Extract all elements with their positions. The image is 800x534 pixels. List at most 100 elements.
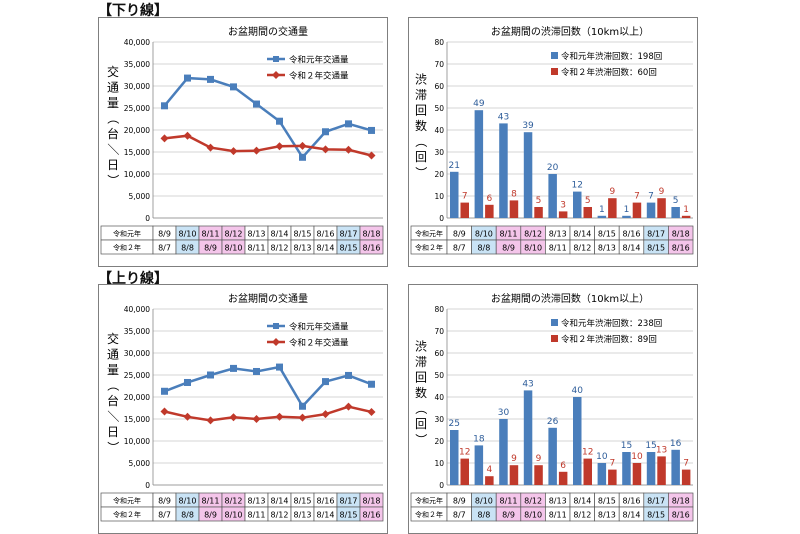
legend-swatch-2 xyxy=(551,68,558,75)
data-label-series-2: 9 xyxy=(659,187,665,197)
legend-label-2: 令和２年交通量 xyxy=(289,71,349,82)
table-date-2020: 8/13 xyxy=(294,244,312,253)
y-axis-label-char: 量 xyxy=(107,96,119,110)
bar-series-2 xyxy=(534,465,543,485)
bar-series-1 xyxy=(450,171,459,218)
section-title-down: 【下り線】 xyxy=(98,3,168,19)
data-point-1 xyxy=(184,378,191,386)
table-date-2020: 8/16 xyxy=(672,244,690,253)
y-tick-label: 25,000 xyxy=(124,104,150,113)
data-point-1 xyxy=(299,402,306,410)
table-date-2020: 8/12 xyxy=(271,244,289,253)
table-date-2020: 8/10 xyxy=(524,511,542,520)
y-axis-label-char: 回 xyxy=(415,371,427,385)
data-label-series-2: 7 xyxy=(609,459,615,469)
y-tick-label: 0 xyxy=(145,214,150,223)
data-label-series-1: 26 xyxy=(547,417,559,427)
data-point-2 xyxy=(183,412,192,421)
y-axis-label-char: ） xyxy=(106,174,120,186)
data-label-series-1: 49 xyxy=(473,99,485,109)
data-label-series-1: 39 xyxy=(522,121,534,131)
table-cell xyxy=(668,506,694,522)
table-date-2019: 8/13 xyxy=(248,230,266,239)
legend-marker-1 xyxy=(273,323,279,329)
bar-series-2 xyxy=(509,200,519,218)
table-date-2020: 8/7 xyxy=(453,244,466,253)
data-point-2 xyxy=(321,410,330,419)
bar-series-1 xyxy=(671,449,680,485)
y-tick-label: 30 xyxy=(434,148,444,157)
data-point-2 xyxy=(344,145,353,154)
data-label-series-2: 5 xyxy=(536,196,542,206)
y-axis-label-char: 滞 xyxy=(415,355,427,369)
table-date-2019: 8/9 xyxy=(453,230,466,239)
data-label-series-1: 18 xyxy=(473,434,485,444)
table-date-2020: 8/14 xyxy=(623,244,641,253)
table-date-2019: 8/18 xyxy=(672,497,690,506)
bar-series-2 xyxy=(558,211,568,218)
bar-series-2 xyxy=(632,202,642,218)
y-tick-label: 10 xyxy=(434,459,444,468)
y-axis-label-char: 日 xyxy=(107,158,119,172)
y-axis-label-char: ） xyxy=(414,166,428,178)
bar-series-2 xyxy=(632,463,642,485)
y-axis-label: 渋滞回数（回） xyxy=(414,340,428,446)
data-point-1 xyxy=(345,120,352,128)
y-axis-label-char: 量 xyxy=(107,363,119,377)
y-tick-label: 40,000 xyxy=(124,305,150,314)
bar-series-1 xyxy=(573,397,582,485)
y-axis-label-char: 台 xyxy=(107,393,119,408)
data-point-2 xyxy=(275,412,284,421)
bar-series-1 xyxy=(474,110,484,218)
chart-panel-down-traffic: 0 5,000 10,000 15,000 20,000 25,000 30,000 35,0… xyxy=(98,17,388,267)
y-tick-label: 60 xyxy=(434,82,444,91)
table-date-2020: 8/15 xyxy=(340,244,358,253)
data-point-2 xyxy=(367,407,376,416)
data-point-1 xyxy=(207,371,214,379)
table-row2-label: 令和２年 xyxy=(113,243,141,252)
bar-series-1 xyxy=(622,452,631,485)
data-label-series-1: 16 xyxy=(670,439,682,449)
table-date-2019: 8/12 xyxy=(225,230,243,239)
table-date-2019: 8/18 xyxy=(363,497,381,506)
data-label-series-2: 4 xyxy=(486,465,492,475)
y-axis-label-char: 数 xyxy=(415,385,427,400)
y-tick-label: 40 xyxy=(434,126,444,135)
legend-label-2: 令和２年渋滞回数：89回 xyxy=(561,334,657,345)
data-label-series-2: 9 xyxy=(609,187,615,197)
y-tick-label: 20,000 xyxy=(124,393,150,402)
y-axis-label-char: 渋 xyxy=(415,73,427,87)
data-point-1 xyxy=(345,371,352,379)
data-label-series-2: 9 xyxy=(536,454,542,464)
table-date-2019: 8/14 xyxy=(573,497,591,506)
y-tick-label: 0 xyxy=(145,481,150,490)
data-label-series-1: 20 xyxy=(547,163,559,173)
data-label-series-2: 6 xyxy=(560,461,566,471)
y-tick-label: 15,000 xyxy=(124,415,150,424)
data-label-series-2: 7 xyxy=(683,459,689,469)
table-row2-label: 令和２年 xyxy=(113,510,141,519)
y-tick-label: 30 xyxy=(434,415,444,424)
table-row1-label: 令和元年 xyxy=(415,229,443,238)
data-point-1 xyxy=(161,387,168,395)
table-date-2019: 8/17 xyxy=(340,497,358,506)
data-point-2 xyxy=(252,415,261,423)
bar-series-2 xyxy=(460,202,469,218)
y-tick-label: 70 xyxy=(434,60,444,69)
chart-title: お盆期間の渋滞回数（10km以上） xyxy=(491,292,649,305)
data-point-1 xyxy=(253,100,260,108)
table-date-2019: 8/13 xyxy=(549,497,567,506)
y-tick-label: 5,000 xyxy=(129,192,151,201)
y-axis-label-char: 台 xyxy=(107,126,119,141)
table-date-2019: 8/13 xyxy=(248,497,266,506)
y-axis-label-char: 回 xyxy=(415,150,427,164)
table-date-2019: 8/16 xyxy=(317,230,335,239)
table-date-2020: 8/14 xyxy=(317,244,335,253)
y-tick-label: 25,000 xyxy=(124,371,150,380)
y-tick-label: 50 xyxy=(434,371,444,380)
table-date-2020: 8/9 xyxy=(502,511,515,520)
data-point-1 xyxy=(207,75,214,83)
y-axis-label-char: （ xyxy=(106,112,120,124)
legend-label-1: 令和元年交通量 xyxy=(289,55,349,66)
y-axis-label-char: （ xyxy=(414,135,428,147)
